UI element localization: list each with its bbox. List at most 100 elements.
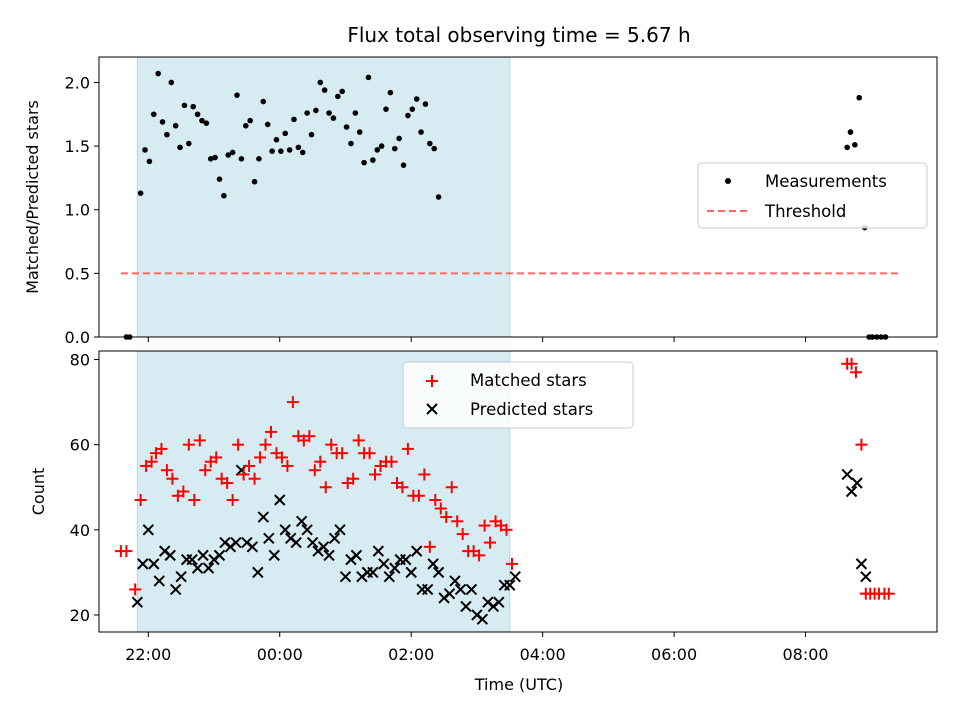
matched-star-point [418,468,431,481]
predicted-star-point [460,600,472,613]
measurement-point [330,115,337,121]
top-y-ticks: 0.0 0.5 1.0 1.5 2.0 [65,73,99,347]
measurement-point [203,120,210,126]
x-tick-label: 02:00 [388,645,434,664]
matched-star-point [440,511,453,524]
matched-star-point [308,464,321,477]
measurement-point [365,74,372,81]
matched-star-point [281,459,294,472]
predicted-star-point [301,524,313,536]
predicted-star-point [131,596,144,608]
measurement-point [256,156,262,162]
measurement-point [374,147,381,153]
predicted-star-point [443,587,456,600]
matched-star-point [434,502,447,515]
matched-star-point [319,481,332,494]
matched-star-point [155,442,168,455]
measurement-point [146,158,153,165]
measurement-point [286,147,293,153]
measurement-point [348,140,354,147]
bottom-y-tick-label: 60 [70,436,90,455]
predicted-star-point [257,511,270,523]
measurement-point [308,131,315,138]
measurement-point [856,94,863,101]
bottom-y-tick-label: 40 [70,521,90,540]
top-axes-frame [98,56,938,338]
measurement-point [299,149,306,156]
measurement-point [238,156,245,162]
matched-star-point [473,549,486,562]
measurement-point [847,129,854,135]
figure-title: Flux total observing time = 5.67 h [347,23,690,47]
predicted-star-point [328,532,341,545]
matched-star-point [396,481,409,494]
predicted-star-point [339,570,352,583]
measurement-point [852,142,858,148]
measurement-point [321,87,328,93]
predicted-star-point [410,545,423,557]
x-tick-label: 22:00 [125,645,171,664]
predicted-star-point [421,583,434,596]
measurement-point [844,144,850,151]
x-axis-label: Time (UTC) [474,675,563,694]
matched-star-point [221,476,234,489]
matched-star-point [177,485,190,498]
predicted-star-point [295,515,308,528]
bottom-y-ticks: 20 40 60 80 [70,351,99,625]
matched-star-point [264,425,277,438]
measurement-point [269,148,275,154]
x-tick-label: 04:00 [520,645,566,664]
measurement-point [400,162,407,168]
predicted-star-point [855,558,868,570]
matched-star-point [166,472,179,485]
top-y-tick-label: 0.0 [65,328,90,347]
bottom-x-ticks: 22:00 00:00 02:00 04:00 06:00 08:00 [125,632,829,664]
matched-star-point [882,587,895,600]
threshold-legend-label: Threshold [764,202,846,221]
predicted-star-point [383,570,395,583]
predicted-star-point [164,549,176,562]
top-legend: Measurements Threshold [697,162,928,229]
matched-star-point [385,455,398,468]
matched-star-point [160,464,173,477]
predicted-star-point [378,558,390,570]
predicted-star-point [509,570,521,583]
matched-star-point [232,438,245,451]
matched-star-point [429,494,442,507]
measurement-point [278,148,284,154]
predicted-star-point [306,536,319,549]
measurement-point [177,144,183,151]
measurement-point [427,140,433,147]
measurement-point [172,122,179,129]
matched-star-point [336,447,349,460]
predicted-star-point [148,558,160,570]
matched-star-point [129,583,142,596]
predicted-legend-label: Predicted stars [470,400,593,419]
measurement-point [247,117,253,124]
measurement-point [186,140,192,147]
predicted-star-point [400,553,412,566]
measurement-point [137,190,144,196]
measurement-point [361,159,367,166]
predicted-star-point [389,562,401,574]
predicted-star-point [454,583,467,596]
matched-stars-points [114,357,895,600]
matched-star-point [352,434,365,447]
measurement-point [339,88,345,95]
predicted-star-point [427,558,439,570]
x-tick-label: 00:00 [257,645,303,664]
predicted-star-point [202,562,215,574]
predicted-star-point [841,468,853,481]
measurement-point [282,130,289,137]
measurement-point [396,135,402,142]
matched-legend-label: Matched stars [470,371,587,390]
predicted-star-point [465,583,478,596]
measurement-point [159,119,166,125]
matched-star-point [423,540,436,553]
matched-star-point [849,366,862,379]
measurement-point [273,136,280,143]
measurement-point [370,157,376,163]
bottom-y-tick-label: 20 [70,606,90,625]
